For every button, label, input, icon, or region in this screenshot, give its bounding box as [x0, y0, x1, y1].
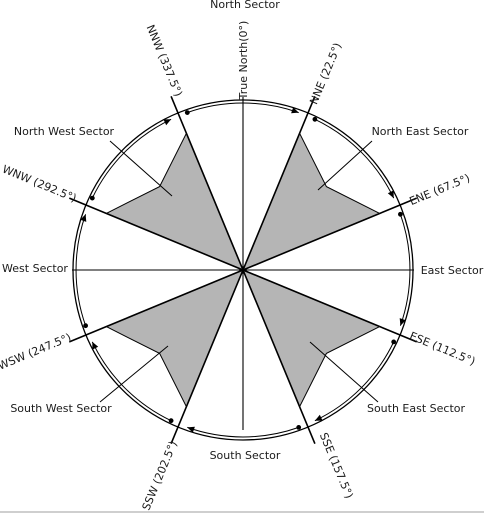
- north-sector-label: North Sector: [210, 0, 280, 11]
- boundary-line-sse: [242, 269, 316, 445]
- arc-west: [75, 214, 87, 326]
- arc-w-arrowhead: [80, 214, 87, 222]
- arc-s-arrowhead: [187, 426, 195, 433]
- north-west-sector-label: North West Sector: [14, 125, 115, 138]
- north-east-sector-label: North East Sector: [372, 125, 469, 138]
- arc-ne-arrowhead: [387, 190, 394, 199]
- arc-north-west: [91, 118, 172, 199]
- arc-e-arrowhead: [399, 318, 406, 326]
- bottom-divider: [0, 511, 484, 513]
- arc-sw-start-dot: [168, 418, 174, 424]
- bearing-label-true-north: True North(0°): [237, 21, 250, 101]
- boundary-line-nne: [242, 95, 316, 271]
- sector-arcs: [75, 102, 411, 438]
- bearing-label-wsw: WSW (247.5°): [0, 331, 73, 373]
- south-east-sector-label: South East Sector: [367, 402, 466, 415]
- bearing-label-ene: ENE (67.5°): [408, 171, 472, 208]
- boundary-line-ssw: [170, 269, 244, 445]
- arc-south-east: [314, 341, 395, 422]
- arc-north: [187, 102, 299, 114]
- shaded-sector-south-east: [242, 269, 381, 408]
- boundary-line-wnw: [68, 197, 244, 271]
- leader-line-north-west: [109, 140, 173, 197]
- arc-east: [399, 214, 411, 326]
- leader-line-south-east: [309, 341, 379, 403]
- arc-sw-arrowhead: [92, 341, 99, 350]
- shaded-sector-north-east: [242, 132, 381, 271]
- leader-lines: [99, 140, 379, 403]
- east-sector-label: East Sector: [421, 264, 484, 277]
- bearing-label-ese: ESE (112.5°): [408, 329, 478, 368]
- arc-north-east: [314, 118, 395, 199]
- boundary-line-ene: [242, 197, 418, 271]
- arc-n-arrowhead: [291, 107, 299, 114]
- arc-s-start-dot: [296, 425, 302, 430]
- arc-se-start-dot: [391, 339, 397, 345]
- arc-n-start-dot: [184, 110, 190, 115]
- leader-line-south-west: [99, 345, 169, 403]
- bearing-label-nne: NNE (22.5°): [307, 41, 344, 106]
- bearing-label-sse: SSE (157.5°): [317, 431, 356, 501]
- south-sector-label: South Sector: [210, 449, 281, 462]
- arc-south: [187, 426, 299, 438]
- arc-nw-arrowhead: [163, 119, 172, 126]
- arc-south-west: [91, 341, 172, 422]
- arc-nw-start-dot: [89, 195, 95, 201]
- boundary-line-nnw: [170, 95, 244, 271]
- boundary-line-ese: [242, 269, 418, 343]
- arc-ne-start-dot: [312, 116, 318, 122]
- arc-arrowheads-and-dots: [80, 107, 406, 433]
- bearing-label-wnw: WNW (292.5°): [0, 163, 78, 205]
- bearing-label-nnw: NNW (337.5°): [144, 23, 185, 99]
- shaded-sector-south-west: [105, 269, 244, 408]
- boundary-line-wsw: [68, 269, 244, 343]
- leader-line-north-east: [317, 140, 373, 191]
- boundary-lines: [68, 95, 418, 445]
- arc-w-start-dot: [83, 323, 88, 329]
- bearing-label-ssw: SSW (202.5°): [140, 439, 180, 512]
- arc-se-arrowhead: [314, 414, 323, 421]
- south-west-sector-label: South West Sector: [10, 402, 112, 415]
- west-sector-label: West Sector: [2, 262, 68, 275]
- shaded-sector-north-west: [105, 132, 244, 271]
- arc-e-start-dot: [398, 211, 403, 217]
